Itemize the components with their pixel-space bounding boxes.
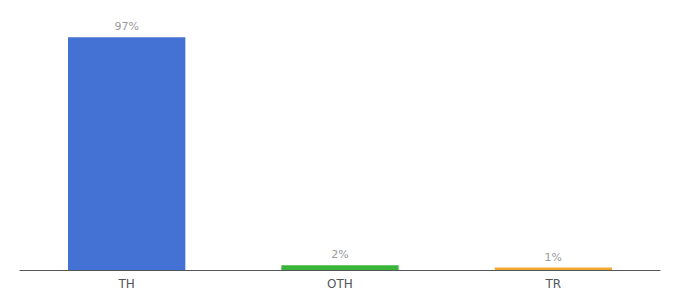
svg-text:TR: TR [544,277,561,291]
svg-text:97%: 97% [114,20,138,33]
svg-text:OTH: OTH [327,277,353,291]
svg-text:2%: 2% [331,248,348,261]
svg-text:1%: 1% [545,251,562,264]
svg-text:TH: TH [117,277,134,291]
